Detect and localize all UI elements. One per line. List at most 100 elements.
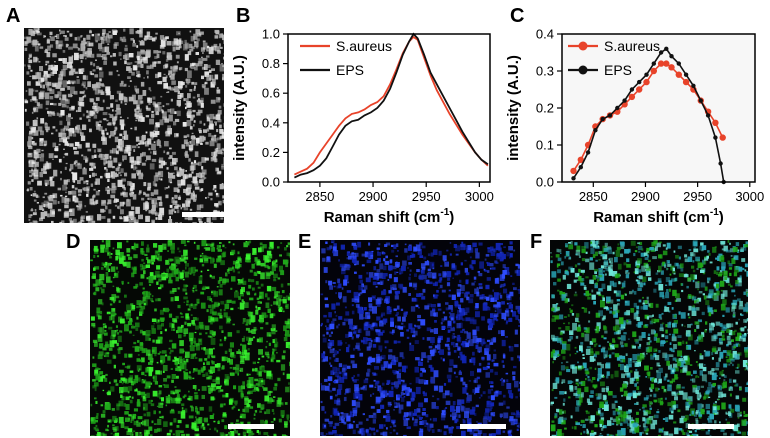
speckle xyxy=(473,434,478,436)
speckle xyxy=(116,70,119,72)
speckle xyxy=(492,289,495,292)
speckle xyxy=(114,272,117,276)
speckle xyxy=(93,149,96,153)
speckle xyxy=(189,405,193,408)
speckle xyxy=(169,240,171,243)
speckle xyxy=(476,376,480,380)
speckle xyxy=(235,367,240,374)
speckle xyxy=(172,65,178,72)
speckle xyxy=(194,269,198,272)
speckle xyxy=(131,94,136,101)
speckle xyxy=(284,423,288,428)
speckle xyxy=(207,243,211,247)
speckle xyxy=(165,59,169,62)
speckle xyxy=(664,305,667,308)
speckle xyxy=(158,159,161,161)
speckle xyxy=(151,420,154,424)
speckle xyxy=(248,278,251,282)
speckle xyxy=(721,334,725,338)
speckle xyxy=(149,89,152,92)
speckle xyxy=(151,300,154,303)
speckle xyxy=(105,341,109,346)
speckle xyxy=(168,70,172,74)
speckle xyxy=(199,254,202,258)
speckle xyxy=(95,415,99,420)
speckle xyxy=(390,287,394,290)
speckle xyxy=(201,263,205,267)
speckle xyxy=(193,368,196,371)
speckle xyxy=(608,258,610,261)
speckle xyxy=(166,268,169,273)
speckle xyxy=(398,380,401,385)
speckle xyxy=(327,376,333,382)
speckle xyxy=(711,372,717,381)
speckle xyxy=(282,310,285,313)
speckle xyxy=(104,46,110,52)
speckle xyxy=(134,389,138,392)
speckle xyxy=(497,308,502,314)
speckle xyxy=(71,55,74,58)
speckle xyxy=(686,398,689,402)
speckle xyxy=(213,151,218,157)
speckle xyxy=(41,153,45,158)
speckle xyxy=(98,190,101,192)
speckle xyxy=(109,340,115,348)
speckle xyxy=(148,385,151,388)
speckle xyxy=(201,287,206,291)
speckle xyxy=(120,209,124,215)
speckle xyxy=(165,103,170,106)
speckle xyxy=(452,320,456,324)
speckle xyxy=(489,408,492,412)
speckle xyxy=(132,217,136,223)
speckle xyxy=(453,335,457,338)
speckle xyxy=(343,318,348,322)
speckle xyxy=(417,248,422,255)
speckle xyxy=(667,263,672,267)
speckle xyxy=(219,46,223,49)
speckle xyxy=(31,168,33,172)
speckle xyxy=(509,256,511,259)
speckle xyxy=(118,205,121,210)
speckle xyxy=(142,142,146,145)
speckle xyxy=(639,353,645,360)
speckle xyxy=(27,64,31,67)
speckle xyxy=(432,417,437,422)
speckle xyxy=(396,402,400,408)
speckle xyxy=(665,417,669,422)
speckle xyxy=(250,279,255,283)
speckle xyxy=(65,128,68,131)
speckle xyxy=(449,392,453,397)
speckle xyxy=(102,137,107,145)
speckle xyxy=(199,135,205,142)
speckle xyxy=(70,68,76,72)
speckle xyxy=(372,322,375,327)
speckle xyxy=(176,170,181,173)
speckle xyxy=(380,349,382,352)
speckle xyxy=(256,260,259,263)
speckle xyxy=(217,201,220,205)
speckle xyxy=(518,320,520,324)
speckle xyxy=(212,82,215,85)
speckle xyxy=(728,263,733,267)
speckle xyxy=(157,61,161,64)
speckle xyxy=(99,107,104,111)
speckle xyxy=(154,428,158,433)
speckle xyxy=(361,289,366,294)
speckle xyxy=(143,348,148,353)
speckle xyxy=(148,366,154,372)
speckle xyxy=(634,383,637,387)
speckle xyxy=(739,335,742,339)
speckle xyxy=(145,334,150,341)
speckle xyxy=(173,418,177,423)
speckle xyxy=(168,185,170,189)
speckle xyxy=(71,105,75,110)
speckle xyxy=(199,130,202,133)
speckle xyxy=(146,49,151,57)
speckle xyxy=(735,336,740,342)
speckle xyxy=(169,265,175,271)
speckle xyxy=(377,257,381,263)
speckle xyxy=(620,253,624,258)
speckle xyxy=(472,335,478,344)
speckle xyxy=(600,348,606,353)
speckle xyxy=(421,263,426,269)
